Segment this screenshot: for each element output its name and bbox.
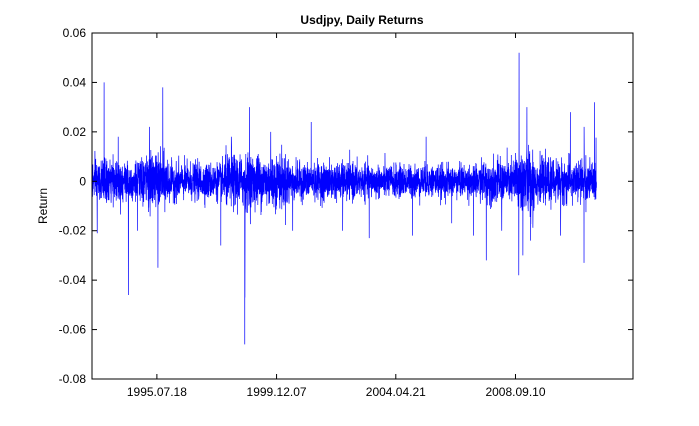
y-tick-label: -0.04 bbox=[59, 273, 87, 287]
y-tick-label: -0.08 bbox=[59, 372, 87, 386]
y-tick-label: -0.02 bbox=[59, 224, 87, 238]
plot-area bbox=[92, 33, 633, 379]
y-tick-label: 0.02 bbox=[63, 125, 87, 139]
x-tick-label: 2008.09.10 bbox=[485, 385, 545, 399]
series-line-returns bbox=[91, 52, 597, 345]
y-tick-label: -0.06 bbox=[59, 323, 87, 337]
x-tick-label: 1995.07.18 bbox=[127, 385, 187, 399]
x-axis: 1995.07.18 1999.12.07 2004.04.21 2008.09.10 bbox=[127, 33, 546, 399]
x-tick-label: 2004.04.21 bbox=[366, 385, 426, 399]
y-axis: -0.08 -0.06 -0.04 -0.02 0 0.02 0.04 0.06 bbox=[59, 26, 633, 386]
x-tick-label: 1999.12.07 bbox=[247, 385, 307, 399]
y-axis-label: Return bbox=[36, 188, 50, 224]
y-tick-label: 0.04 bbox=[63, 75, 87, 89]
y-tick-label: 0.06 bbox=[63, 26, 87, 40]
y-tick-label: 0 bbox=[79, 174, 86, 188]
chart-title: Usdjpy, Daily Returns bbox=[300, 13, 423, 27]
plot-frame bbox=[91, 32, 634, 380]
